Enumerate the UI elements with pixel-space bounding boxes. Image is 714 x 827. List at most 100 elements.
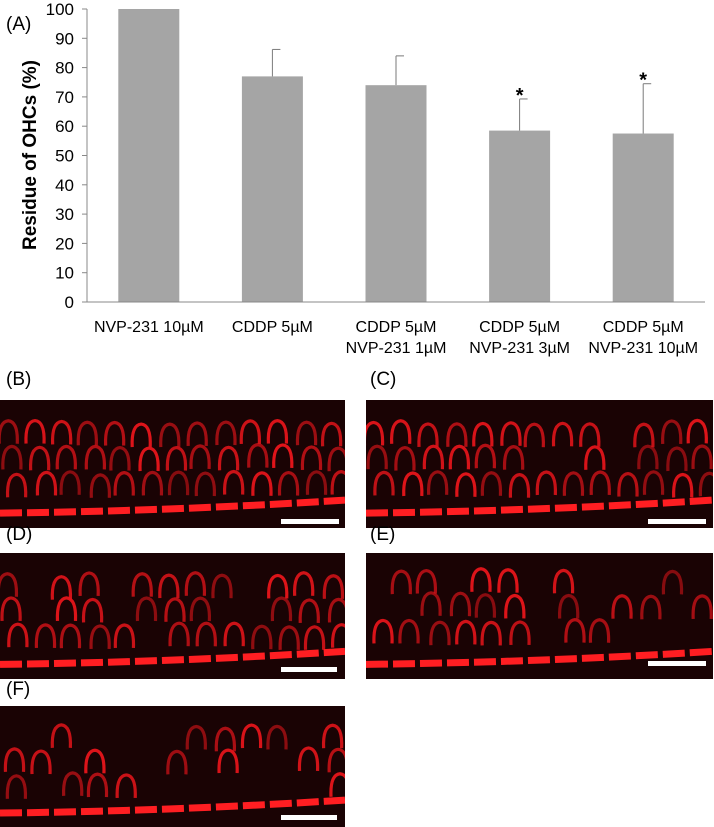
hair-cell-bundle: [194, 471, 217, 497]
hair-cell-bundle: [426, 470, 449, 495]
hair-cell-bundle: [420, 591, 442, 616]
hair-cell-bundle: [390, 419, 412, 444]
hair-cell-bundle: [698, 471, 713, 497]
hair-cell-bundle: [166, 749, 188, 775]
hair-cell-bundle: [50, 575, 73, 600]
bar: [612, 133, 674, 302]
hair-cell-bundle: [59, 623, 82, 649]
hair-cell-bundle: [30, 749, 52, 775]
cochlea-micrograph: [0, 400, 345, 528]
hair-cell-bundle: [508, 473, 531, 498]
panel-label-a: (A): [6, 14, 31, 35]
hair-cell-bundle: [240, 723, 263, 749]
hair-cell-bundle: [135, 596, 158, 622]
x-tick-label: CDDP 5µM: [603, 319, 684, 336]
hair-cell-bundle: [50, 723, 73, 748]
hair-cell-bundle: [305, 470, 328, 495]
hair-cell-bundle: [330, 469, 345, 495]
hair-cell-bundle: [0, 419, 19, 444]
micrograph-panel-f: [0, 706, 345, 827]
hair-cell-bundle: [86, 772, 109, 798]
hair-cell-bundle: [551, 421, 574, 447]
hair-cell-bundle: [300, 445, 323, 471]
hair-cell-bundle: [617, 471, 639, 497]
hair-cell-bundle: [661, 569, 684, 595]
hair-cell-bundle: [1, 444, 23, 470]
hair-cell-bundle: [81, 597, 104, 623]
hair-cell-bundle: [59, 470, 81, 495]
hair-cell-bundle: [158, 573, 180, 599]
hair-cell-bundle: [584, 445, 606, 470]
hair-cell-bundle: [611, 594, 633, 619]
hair-cell-bundle: [298, 598, 320, 624]
hair-cell-bundle: [217, 748, 239, 774]
hair-cell-bundle: [141, 470, 164, 496]
inner-hair-cell-row: [0, 796, 345, 817]
y-tick-label: 80: [55, 59, 74, 78]
hair-cell-bundle: [113, 623, 136, 649]
hair-cell-bundle: [184, 571, 207, 596]
hair-cell-bundle: [322, 574, 345, 599]
hair-cell-bundle: [500, 421, 522, 446]
hair-cell-bundle: [189, 444, 211, 469]
panel-label-d: (D): [6, 524, 33, 545]
hair-cell-bundle: [186, 421, 208, 447]
hair-cell-bundle: [168, 621, 190, 647]
scale-bar-f: [281, 815, 337, 820]
hair-cell-bundle: [103, 420, 126, 446]
hair-cell-bundle: [0, 596, 22, 622]
y-tick-label: 100: [46, 0, 74, 19]
cochlea-micrograph: [0, 706, 345, 827]
hair-cell-bundle: [270, 596, 293, 622]
hair-cell-bundle: [422, 444, 445, 470]
hair-cell-bundle: [55, 444, 77, 470]
hair-cell-bundle: [509, 620, 531, 645]
panel-label-c: (C): [370, 369, 397, 390]
hair-cell-bundle: [480, 620, 502, 646]
hair-cell-bundle: [474, 593, 497, 618]
y-tick-label: 10: [55, 264, 74, 283]
hair-cell-bundle: [394, 445, 416, 471]
hair-cell-bundle: [672, 472, 694, 498]
hair-cell-bundle: [297, 746, 320, 771]
hair-cell-bundle: [7, 622, 29, 648]
x-tick-label: NVP-231 10µM: [94, 319, 204, 336]
scale-bar-c: [648, 519, 706, 524]
y-tick-label: 20: [55, 234, 74, 253]
hair-cell-bundle: [472, 421, 494, 447]
hair-cell-bundle: [448, 444, 471, 470]
micrograph-panel-d: [0, 553, 345, 679]
bar-chart: (A) Residue of OHCs (%) 0 10 20 30 40 50 60 70 8…: [6, 0, 705, 357]
hair-cell-bundle: [552, 568, 575, 594]
micrograph-panel-e: [366, 553, 713, 679]
hair-cell-bundle: [295, 420, 318, 446]
hair-cell-bundle: [185, 724, 207, 750]
hair-cell-bundle: [390, 569, 412, 595]
hair-cell-bundle: [76, 420, 98, 446]
hair-cell-bundle: [266, 418, 289, 444]
hair-cell-bundle: [691, 594, 713, 619]
hair-cell-bundle: [579, 422, 601, 447]
scale-bar-b: [281, 519, 339, 524]
hair-cell-bundle: [372, 618, 394, 644]
hair-cell-bundle: [366, 444, 388, 470]
hair-cell-bundle: [115, 773, 137, 798]
hair-cell-bundle: [398, 618, 420, 644]
significance-marker: *: [639, 70, 647, 92]
inner-hair-cell-row: [0, 647, 345, 668]
y-axis-title: Residue of OHCs (%): [20, 60, 41, 250]
hair-cell-bundle: [640, 594, 662, 620]
hair-cell-bundle: [164, 597, 186, 622]
hair-cell-bundle: [449, 591, 472, 617]
hair-cell-bundle: [589, 470, 611, 496]
hair-cell-bundle: [247, 443, 269, 468]
hair-cell-bundle: [415, 568, 438, 594]
hair-cell-bundle: [327, 446, 345, 472]
hair-cell-bundle: [131, 572, 153, 597]
hair-cell-bundle: [165, 445, 188, 471]
hair-cell-bundle: [329, 772, 345, 797]
hair-cell-bundle: [5, 774, 28, 799]
hair-cell-bundle: [109, 445, 131, 471]
hair-cell-bundle: [278, 625, 300, 650]
cochlea-micrograph: [0, 553, 345, 679]
